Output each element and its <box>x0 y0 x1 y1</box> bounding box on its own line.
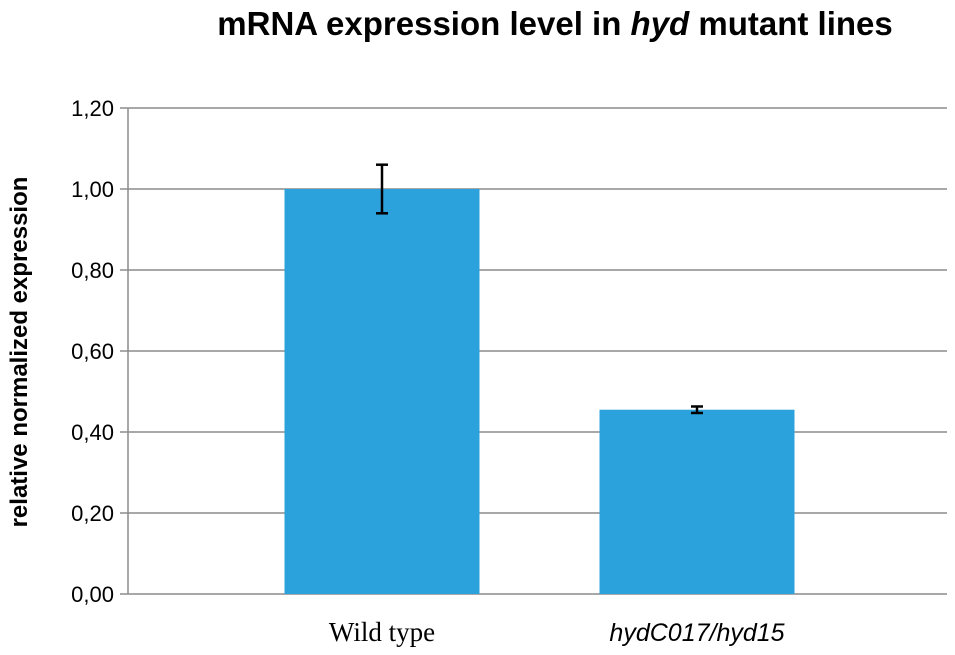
gridlines <box>120 107 947 595</box>
chart-title: mRNA expression level in hyd mutant line… <box>217 5 892 42</box>
bar <box>284 189 480 594</box>
bar <box>599 409 795 594</box>
x-category-labels: Wild type hydC017/hyd15 <box>329 617 785 647</box>
y-tick-label: 0,40 <box>71 420 114 445</box>
y-tick-label: 1,00 <box>71 177 114 202</box>
y-tick-label: 0,80 <box>71 258 114 283</box>
y-tick-label: 0,60 <box>71 339 114 364</box>
error-bars <box>376 163 703 415</box>
y-tick-labels: 0,00 0,20 0,40 0,60 0,80 1,00 1,20 <box>71 96 114 607</box>
axes <box>127 108 947 595</box>
y-tick-label: 0,20 <box>71 501 114 526</box>
bars <box>284 189 795 594</box>
y-tick-label: 0,00 <box>71 582 114 607</box>
x-category-label: Wild type <box>329 617 435 647</box>
x-category-label: hydC017/hyd15 <box>609 619 784 647</box>
y-tick-label: 1,20 <box>71 96 114 121</box>
y-axis-label: relative normalized expression <box>6 177 33 528</box>
